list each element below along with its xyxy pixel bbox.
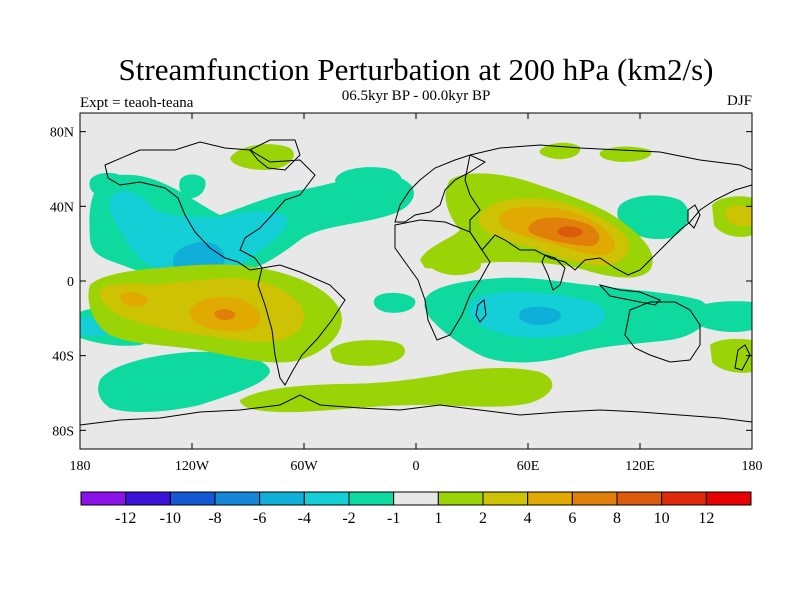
plot-title: Streamfunction Perturbation at 200 hPa (… (118, 52, 714, 87)
colorbar-boxes (80, 491, 752, 506)
colorbar-box (482, 491, 529, 506)
season-label: DJF (726, 93, 752, 109)
colorbar-label: 4 (524, 510, 532, 527)
lat-tick-label: 40N (50, 200, 74, 215)
anomaly-neg-pac-n (89, 172, 127, 196)
anomaly-neg-north-atl (335, 167, 402, 201)
colorbar-box (125, 491, 171, 506)
colorbar: -12 -10 -8 -6 -4 -2 -1 1 2 4 6 8 10 12 (80, 491, 752, 527)
coast-europe (394, 154, 487, 223)
coast-australia (624, 301, 701, 363)
coast-africa (394, 219, 491, 341)
coast-north-america (104, 141, 316, 271)
colorbar-box (527, 491, 573, 506)
colorbar-box (437, 491, 484, 506)
anomaly-pos-asia-5 (557, 226, 583, 238)
lon-tick-label: 120W (175, 459, 210, 474)
coast-greenland (249, 139, 301, 171)
coast-japan (687, 204, 701, 229)
lon-tick-label: 120E (625, 459, 655, 474)
colorbar-box (661, 491, 707, 506)
colorbar-labels: -12 -10 -8 -6 -4 -2 -1 1 2 4 6 8 10 12 (115, 510, 714, 527)
coastlines (80, 139, 752, 426)
axis-ticks (79, 113, 753, 449)
colorbar-label: 8 (613, 510, 621, 527)
colorbar-box (616, 491, 663, 506)
coast-antarctica (80, 394, 752, 426)
anomaly-pos-sp-5 (214, 309, 236, 321)
anomaly-fields (80, 142, 752, 413)
anomaly-pos-satl (330, 340, 406, 366)
colorbar-box (169, 491, 216, 506)
lat-tick-label: 80N (50, 126, 74, 141)
anomaly-neg-io-3 (519, 306, 561, 326)
anomaly-neg-pac-n2 (179, 174, 206, 199)
lon-tick-labels: 180 120W 60W 0 60E 120E 180 (70, 459, 763, 474)
anomaly-pos-ind (429, 256, 481, 276)
colorbar-box (348, 491, 395, 506)
anomaly-pos-so (240, 368, 553, 413)
colorbar-box (393, 491, 439, 506)
colorbar-label: -10 (160, 510, 181, 527)
anomaly-pos-wpac-2 (725, 205, 752, 227)
lon-tick-label: 180 (742, 459, 763, 474)
plot-subtitle: 06.5kyr BP - 00.0kyr BP (341, 88, 491, 104)
colorbar-label: 6 (568, 510, 576, 527)
colorbar-box (705, 491, 752, 506)
lat-tick-label: 40S (52, 350, 74, 365)
experiment-label: Expt = teaoh-teana (80, 95, 194, 111)
lon-tick-label: 60E (517, 459, 540, 474)
anomaly-pos-sp-4 (119, 292, 149, 307)
coast-south-america (257, 264, 346, 386)
colorbar-label: -2 (342, 510, 355, 527)
colorbar-label: -4 (298, 510, 311, 527)
anomaly-neg-na-2 (109, 190, 288, 278)
colorbar-label: 1 (434, 510, 442, 527)
colorbar-box (80, 491, 127, 506)
lon-tick-label: 180 (70, 459, 91, 474)
colorbar-label: -12 (115, 510, 136, 527)
coast-asia (464, 144, 752, 276)
coast-new-zealand (734, 344, 751, 371)
map-plot: 80N 40N 0 40S 80S 180 120W 60W 0 60E 120E 180 (50, 112, 763, 474)
coast-madagascar (475, 299, 487, 323)
lat-tick-label: 80S (52, 424, 74, 439)
lat-tick-label: 0 (67, 275, 74, 290)
anomaly-neg-ep (617, 195, 689, 240)
colorbar-box (214, 491, 261, 506)
lat-tick-labels: 80N 40N 0 40S 80S (50, 126, 74, 440)
colorbar-box (571, 491, 618, 506)
colorbar-label: -6 (253, 510, 266, 527)
colorbar-label: 12 (698, 510, 714, 527)
colorbar-label: 10 (654, 510, 670, 527)
colorbar-label: -1 (387, 510, 400, 527)
colorbar-box (259, 491, 305, 506)
coast-india (541, 254, 566, 291)
colorbar-label: -8 (208, 510, 221, 527)
anomaly-pos-arctic-3 (599, 146, 652, 162)
anomaly-neg-satl (373, 292, 416, 313)
lon-tick-label: 0 (413, 459, 420, 474)
lon-tick-label: 60W (290, 459, 318, 474)
anomaly-neg-wp (690, 301, 752, 333)
colorbar-label: 2 (479, 510, 487, 527)
colorbar-box (303, 491, 350, 506)
anomaly-neg-south (98, 351, 270, 412)
